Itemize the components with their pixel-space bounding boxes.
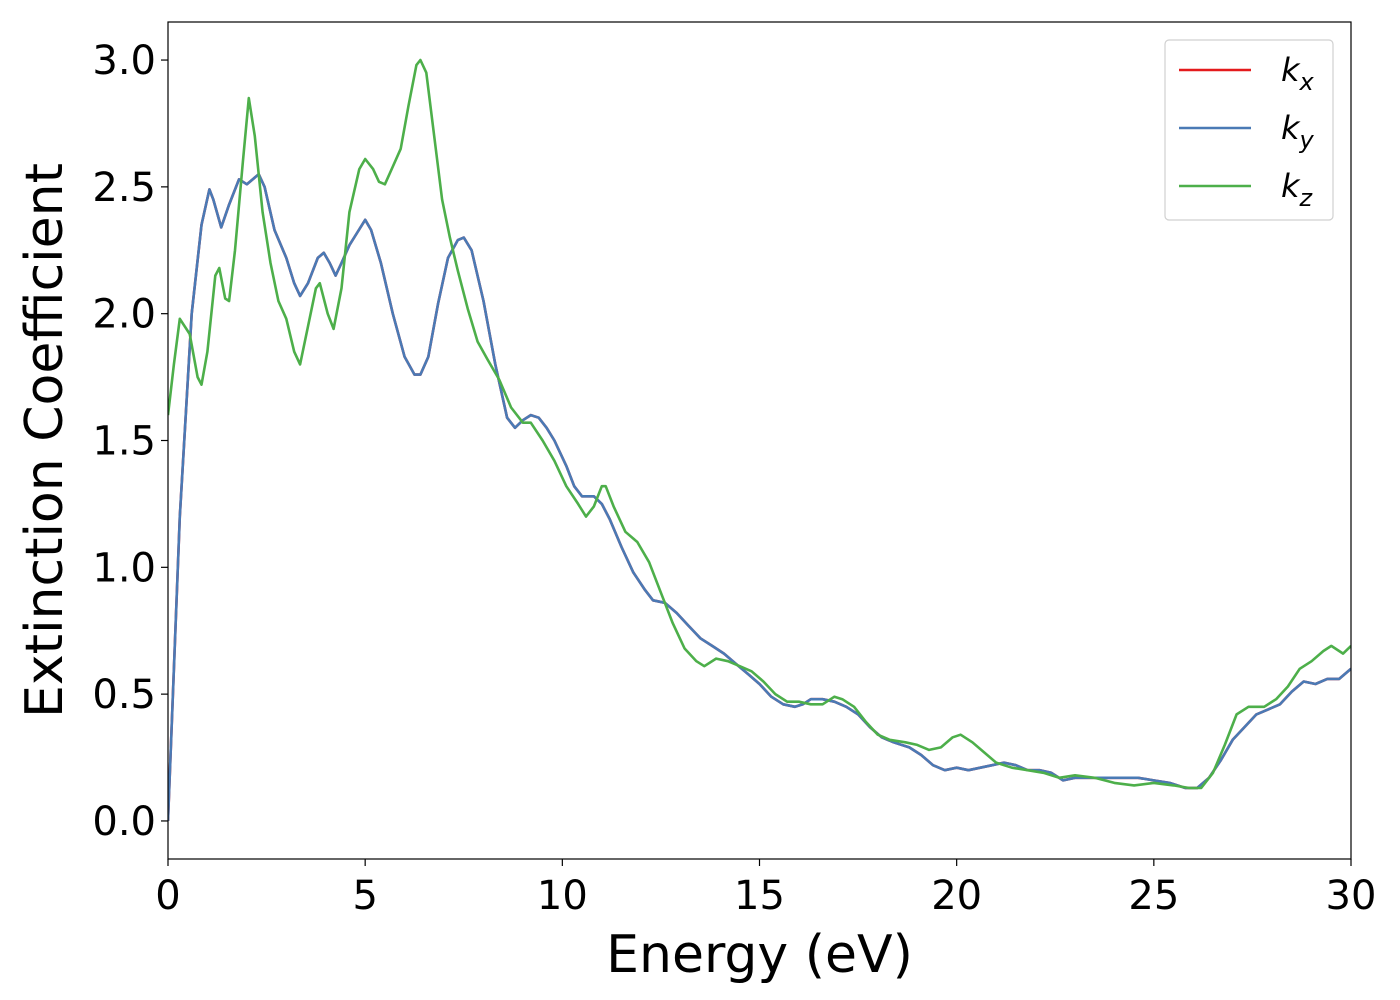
y-tick-label: 0.0	[92, 799, 156, 845]
y-tick-label: 0.5	[92, 672, 156, 718]
series-line-k-x	[168, 172, 1351, 822]
x-tick-label: 15	[734, 873, 785, 919]
series-line-k-y	[168, 172, 1351, 822]
x-tick-label: 5	[352, 873, 377, 919]
y-tick-label: 3.0	[92, 38, 156, 84]
series-layer	[168, 58, 1351, 822]
legend-box	[1164, 39, 1334, 221]
x-tick-label: 10	[537, 873, 588, 919]
x-axis-label: Energy (eV)	[606, 925, 913, 985]
y-axis-label: Extinction Coefficient	[15, 163, 75, 718]
ticks-layer: 0 5 10 15 20 25 30 0.0 0.5 1.0 1.5 2.0 2.5 3.0	[92, 38, 1376, 919]
y-tick-label: 1.0	[92, 545, 156, 591]
y-tick-label: 2.5	[92, 165, 156, 211]
x-tick-label: 25	[1128, 873, 1179, 919]
y-tick-label: 2.0	[92, 292, 156, 338]
x-tick-label: 20	[931, 873, 982, 919]
series-line-k-z	[168, 58, 1351, 790]
y-tick-label: 1.5	[92, 419, 156, 465]
x-tick-label: 30	[1326, 873, 1377, 919]
x-tick-label: 0	[155, 873, 180, 919]
